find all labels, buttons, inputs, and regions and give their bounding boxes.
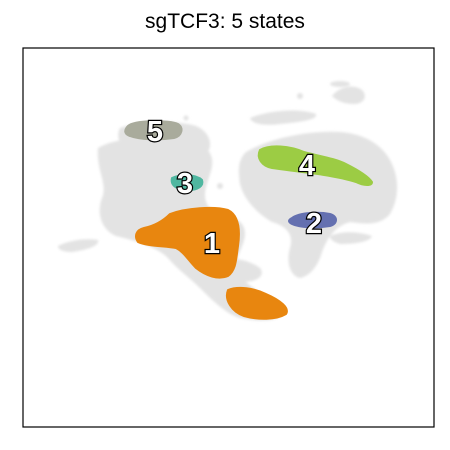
chart-title: sgTCF3: 5 states [145, 10, 305, 33]
state-1-region-lower [226, 286, 288, 320]
state-1-region-main [135, 206, 240, 279]
state-5-label: 5 [147, 116, 163, 148]
state-2-label: 2 [306, 208, 322, 240]
state-2-region [288, 211, 337, 229]
state-4-region [257, 145, 373, 186]
state-labels: 1 2 3 4 5 [146, 115, 324, 261]
state-5-cells [124, 120, 183, 141]
bg-dot [183, 115, 189, 121]
state-2-cells [288, 211, 337, 229]
state-4-cells [257, 145, 373, 186]
bg-tail-left [58, 239, 99, 252]
bg-dot [297, 93, 303, 99]
bg-tail-right [330, 232, 372, 244]
bg-blob-top-right-2 [330, 81, 350, 87]
state-3-region [170, 174, 204, 191]
state-3-cells [170, 174, 204, 191]
state-1-cells [135, 206, 288, 320]
bg-dot [217, 183, 223, 189]
state-1-label: 1 [204, 228, 220, 260]
state-3-label: 3 [177, 168, 193, 200]
state-4-label: 4 [299, 150, 315, 182]
bg-streak-top [250, 110, 317, 125]
state-5-region [124, 120, 183, 141]
bg-blob-top-right [332, 86, 365, 104]
